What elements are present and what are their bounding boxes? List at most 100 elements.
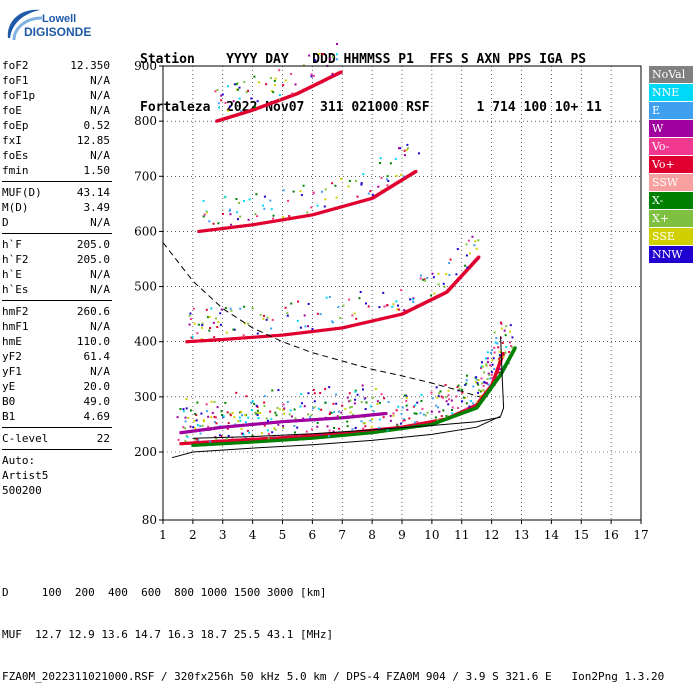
echo-point (431, 397, 434, 400)
echo-point (324, 401, 327, 404)
footer-distance-line: D 100 200 400 600 800 1000 1500 3000 [km… (2, 586, 327, 599)
echo-point (196, 332, 199, 335)
param-row: foF2 12.350 (2, 58, 112, 73)
echo-point (274, 428, 277, 431)
echo-point (500, 327, 503, 330)
echo-point (226, 109, 229, 112)
echo-point (250, 401, 253, 404)
echo-point (445, 400, 448, 403)
param-value: 1.50 (83, 164, 111, 177)
auto-line: 500200 (2, 484, 42, 497)
echo-point (402, 419, 405, 422)
echo-point (299, 326, 302, 329)
echo-point (229, 213, 232, 216)
echo-point (215, 438, 218, 441)
echo-point (340, 177, 343, 180)
echo-point (380, 176, 383, 179)
echo-point (299, 405, 302, 408)
echo-point (455, 395, 458, 398)
echo-point (259, 313, 262, 316)
echo-point (220, 94, 223, 97)
echo-point (256, 412, 259, 415)
echo-point (239, 419, 242, 422)
echo-point (405, 396, 408, 399)
param-label: foF2 (2, 59, 29, 72)
echo-point (389, 162, 392, 165)
echo-point (227, 434, 230, 437)
autoscaling-info: Auto: Artist5 500200 (2, 453, 112, 498)
echo-point (250, 97, 253, 100)
echo-point (224, 307, 227, 310)
echo-point (450, 399, 453, 402)
echo-point (481, 361, 484, 364)
echo-point (330, 320, 333, 323)
echo-point (387, 180, 390, 183)
echo-point (353, 312, 356, 315)
echo-point (416, 401, 419, 404)
echo-point (396, 424, 399, 427)
auto-line: Artist5 (2, 469, 49, 482)
echo-point (282, 425, 285, 428)
echo-point (286, 400, 289, 403)
echo-point (485, 364, 488, 367)
echo-point (349, 399, 352, 402)
echo-point (195, 438, 198, 441)
echo-point (273, 79, 276, 82)
echo-point (256, 215, 259, 218)
echo-point (350, 405, 353, 408)
echo-point (398, 147, 401, 150)
echo-point (225, 437, 228, 440)
echo-point (177, 438, 180, 441)
echo-point (209, 440, 212, 443)
echo-point (316, 312, 319, 315)
echo-point (440, 415, 443, 418)
echo-point (330, 411, 333, 414)
echo-point (501, 341, 504, 344)
echo-point (314, 59, 317, 62)
echo-point (498, 350, 501, 353)
param-value: 12.350 (70, 59, 110, 72)
profile-inner-curve (192, 416, 501, 439)
echo-point (232, 100, 235, 103)
x-tick-label: 16 (603, 528, 618, 542)
echo-point (392, 303, 395, 306)
echo-point (500, 321, 503, 324)
param-value: 0.52 (83, 119, 111, 132)
profile-dashed-curve (162, 242, 480, 398)
echo-point (383, 305, 386, 308)
echo-point (221, 414, 224, 417)
echo-point (482, 384, 485, 387)
echo-point (214, 436, 217, 439)
echo-point (310, 75, 313, 78)
param-label: h`F2 (2, 253, 29, 266)
param-value: 110.0 (76, 335, 110, 348)
echo-point (244, 436, 247, 439)
profile-solid-curve (500, 336, 505, 417)
echo-point (387, 401, 390, 404)
separator (2, 233, 112, 234)
echo-point (451, 412, 454, 415)
param-label: foF1p (2, 89, 36, 102)
echo-point (219, 323, 222, 326)
echo-point (331, 72, 334, 75)
echo-point (419, 274, 422, 277)
echo-point (406, 143, 409, 146)
echo-point (313, 392, 316, 395)
echo-point (461, 400, 464, 403)
echo-point (189, 317, 192, 320)
echo-point (347, 185, 350, 188)
y-tick-label: 300 (134, 390, 157, 404)
echo-point (395, 300, 398, 303)
echo-point (446, 415, 449, 418)
echo-point (448, 262, 451, 265)
echo-point (371, 418, 374, 421)
echo-point (201, 424, 204, 427)
param-row: hmF1 N/A (2, 319, 112, 334)
echo-point (195, 413, 198, 416)
echo-point (188, 323, 191, 326)
echo-point (316, 425, 319, 428)
echo-point (263, 401, 266, 404)
echo-point (242, 433, 245, 436)
echo-point (377, 185, 380, 188)
echo-point (258, 81, 261, 84)
